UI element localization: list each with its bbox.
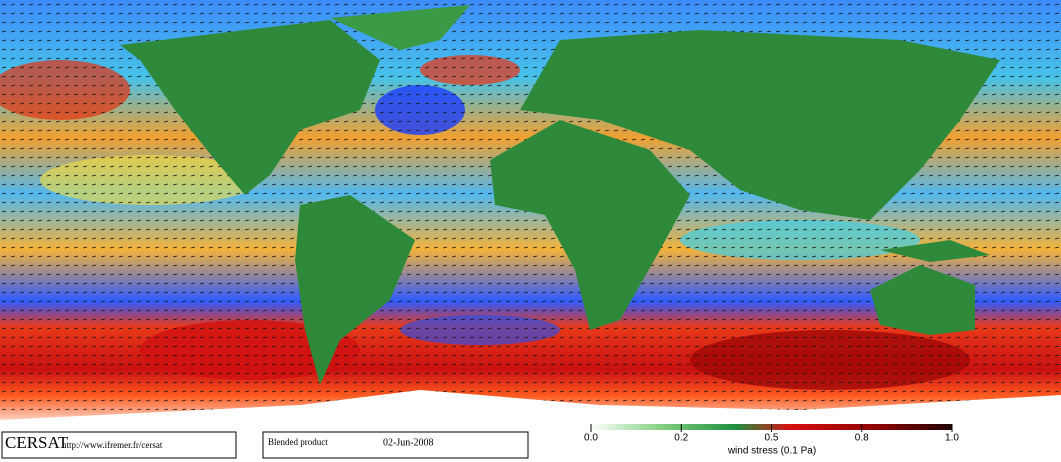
colorbar-tick-label: 0.2 [674, 433, 688, 444]
colorbar-tick-label: 0.5 [765, 433, 779, 444]
colorbar-tick-label: 0.0 [584, 433, 598, 444]
footer: CERSAT http://www.ifremer.fr/cersat Blen… [1, 431, 529, 459]
antarctica [0, 390, 1061, 430]
colorbar-tick-label: 1.0 [945, 433, 959, 444]
colorbar-label: wind stress (0.1 Pa) [727, 446, 816, 457]
continents [120, 5, 1000, 385]
colorbar-tick-label: 0.8 [855, 433, 869, 444]
logo: CERSAT [5, 433, 69, 452]
logo-box [1, 431, 237, 459]
url: http://www.ifremer.fr/cersat [62, 440, 163, 450]
colorbar: wind stress (0.1 Pa) 0.0 0.2 0.5 0.8 1.0 [584, 424, 959, 457]
product: Blended product [268, 437, 328, 447]
product-box [262, 431, 529, 459]
date: 02-Jun-2008 [383, 437, 434, 448]
